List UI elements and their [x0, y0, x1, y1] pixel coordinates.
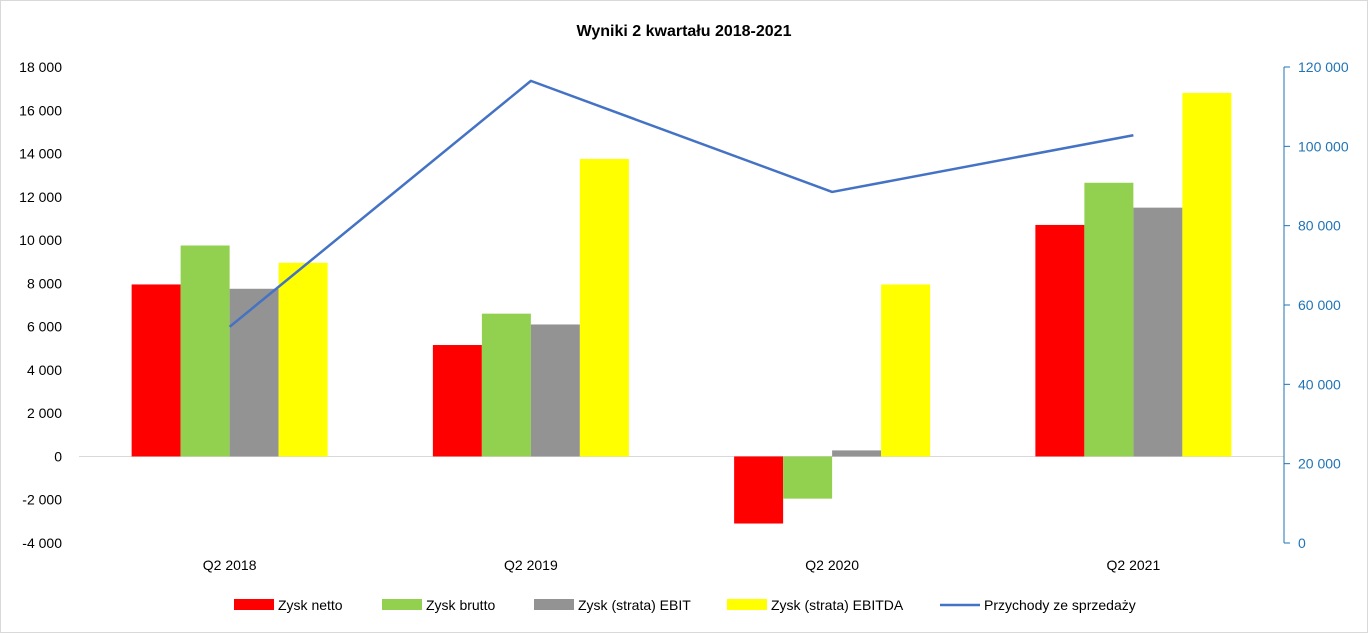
x-category-label: Q2 2018: [203, 557, 257, 573]
bar-zysk-netto-0: [131, 284, 181, 457]
bar-zysk-netto-1: [432, 345, 482, 457]
bar-zysk-strata-ebit-0: [229, 288, 279, 457]
y-left-tick-label: 0: [54, 448, 62, 464]
legend-swatch: [534, 599, 574, 610]
bar-zysk-strata-ebit-1: [530, 324, 580, 457]
line-series-group: [228, 79, 1134, 328]
chart-title: Wyniki 2 kwartału 2018-2021: [577, 23, 792, 40]
bar-zysk-strata-ebit-3: [1133, 207, 1183, 457]
bar-zysk-brutto-1: [481, 313, 531, 457]
y-left-tick-label: 16 000: [19, 102, 62, 118]
x-category-label: Q2 2019: [504, 557, 558, 573]
bar-zysk-netto-2: [734, 456, 784, 524]
y-right-tick-label: 20 000: [1298, 456, 1341, 472]
bar-zysk-strata-ebitda-3: [1182, 92, 1232, 457]
legend-label: Zysk netto: [278, 597, 343, 613]
line-przychody-ze-sprzedazy: [228, 79, 1134, 328]
legend-label: Przychody ze sprzedaży: [984, 597, 1136, 613]
y-right-tick-label: 100 000: [1298, 138, 1349, 154]
bar-zysk-strata-ebitda-2: [881, 284, 931, 457]
y-left-tick-label: 2 000: [27, 405, 62, 421]
x-category-label: Q2 2020: [805, 557, 859, 573]
y-left-tick-label: 14 000: [19, 146, 62, 162]
y-left-tick-label: -4 000: [22, 535, 62, 551]
bar-zysk-strata-ebitda-1: [579, 158, 629, 457]
bar-zysk-brutto-3: [1084, 182, 1134, 457]
y-left-tick-label: 18 000: [19, 59, 62, 75]
y-left-tick-label: 4 000: [27, 362, 62, 378]
y-left-tick-label: -2 000: [22, 492, 62, 508]
legend-swatch: [382, 599, 422, 610]
legend-label: Zysk (strata) EBITDA: [771, 597, 904, 613]
bar-zysk-brutto-0: [180, 245, 230, 457]
bar-zysk-strata-ebit-2: [832, 450, 882, 457]
legend-label: Zysk brutto: [426, 597, 495, 613]
bar-zysk-brutto-2: [783, 456, 833, 499]
y-left-tick-label: 12 000: [19, 189, 62, 205]
y-left-tick-label: 10 000: [19, 232, 62, 248]
y-right-tick-label: 120 000: [1298, 59, 1349, 75]
bar-zysk-netto-3: [1035, 224, 1085, 457]
axes-group: -4 000 -2 000 0 2 000 4 000 6 000 8 000 10 000 1…: [19, 59, 1349, 573]
bars-group: [131, 92, 1232, 524]
legend-swatch: [727, 599, 767, 610]
y-left-tick-label: 6 000: [27, 319, 62, 335]
legend: Zysk netto Zysk brutto Zysk (strata) EBIT Z…: [234, 597, 1136, 613]
legend-swatch: [234, 599, 274, 610]
y-right-tick-label: 0: [1298, 535, 1306, 551]
legend-label: Zysk (strata) EBIT: [578, 597, 691, 613]
y-right-tick-label: 40 000: [1298, 376, 1341, 392]
y-left-tick-label: 8 000: [27, 275, 62, 291]
x-category-label: Q2 2021: [1107, 557, 1161, 573]
y-right-tick-label: 80 000: [1298, 218, 1341, 234]
y-right-tick-label: 60 000: [1298, 297, 1341, 313]
bar-zysk-strata-ebitda-0: [278, 262, 328, 457]
